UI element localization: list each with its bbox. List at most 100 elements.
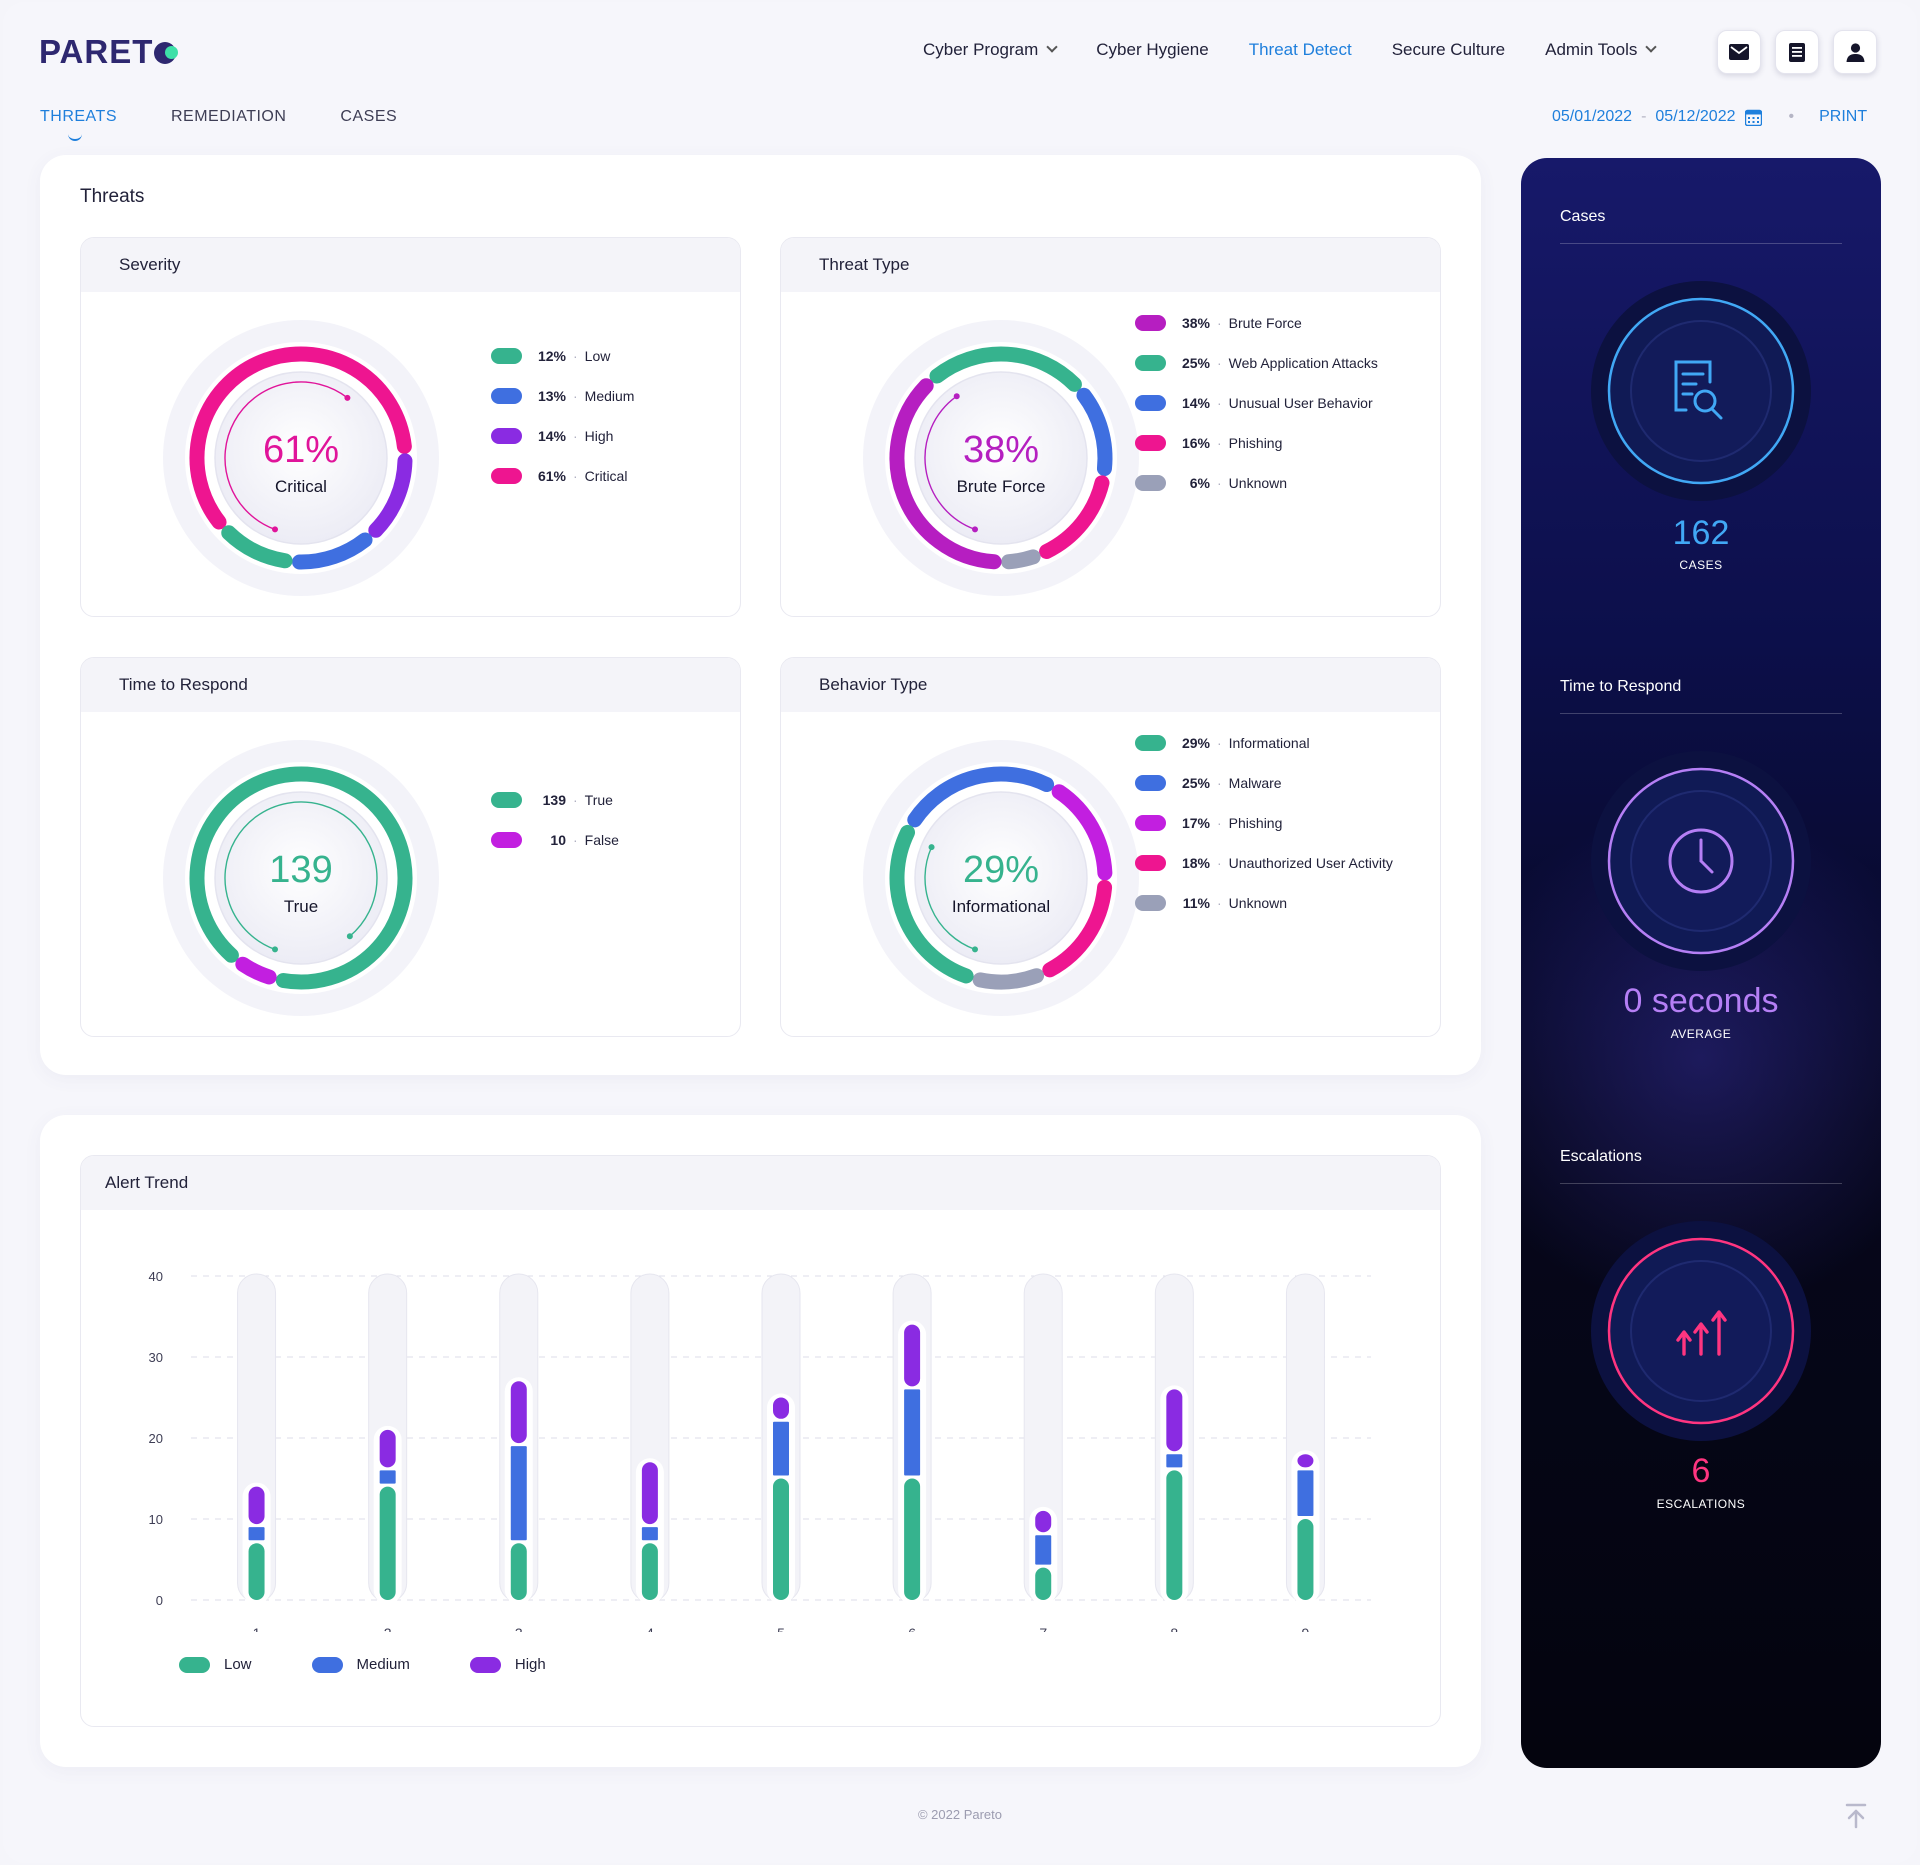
- legend-value: 14%: [537, 428, 566, 444]
- bar-segment-low[interactable]: [904, 1478, 921, 1601]
- tab-threats[interactable]: THREATS: [40, 108, 117, 141]
- end-date[interactable]: 05/12/2022: [1655, 108, 1736, 125]
- bar-segment-low[interactable]: [641, 1543, 658, 1600]
- tab-remediation[interactable]: REMEDIATION: [170, 108, 287, 125]
- legend-value: 10: [550, 832, 566, 848]
- legend-row-high[interactable]: 14% · High: [491, 416, 634, 456]
- legend-row-medium[interactable]: 13% · Medium: [491, 376, 634, 416]
- donut-inner-indicator: [224, 381, 348, 531]
- legend-row-unknown[interactable]: 11% · Unknown: [1135, 883, 1393, 923]
- donut-segment-unknown[interactable]: [972, 968, 1045, 990]
- legend-label: Phishing: [1228, 815, 1283, 831]
- time-to-respond-ring[interactable]: [1588, 748, 1814, 974]
- donut-segment-unusual-user-behavior[interactable]: [1076, 387, 1113, 477]
- bar-segment-medium[interactable]: [1166, 1454, 1183, 1468]
- bar-segment-high[interactable]: [773, 1397, 789, 1419]
- legend-row-web-application-attacks[interactable]: 25% · Web Application Attacks: [1135, 343, 1378, 383]
- escalations-section-title: Escalations: [1560, 1148, 1642, 1165]
- legend-row-false[interactable]: 10 · False: [491, 820, 619, 860]
- documents-button[interactable]: [1775, 30, 1819, 74]
- legend-row-phishing[interactable]: 17% · Phishing: [1135, 803, 1393, 843]
- legend-dot: ·: [1217, 775, 1222, 791]
- bar-segment-medium[interactable]: [773, 1421, 789, 1476]
- legend-swatch-high: [469, 1656, 501, 1673]
- donut-segment-informational[interactable]: [889, 824, 974, 984]
- calendar-icon[interactable]: [1745, 109, 1763, 126]
- donut-segment-web-application-attacks[interactable]: [929, 346, 1082, 392]
- legend-row-unauthorized-user-activity[interactable]: 18% · Unauthorized User Activity: [1135, 843, 1393, 883]
- bar-segment-low[interactable]: [773, 1478, 789, 1601]
- bar-segment-high[interactable]: [1166, 1389, 1183, 1452]
- bar-segment-low[interactable]: [1166, 1470, 1183, 1600]
- legend-row-unknown[interactable]: 6% · Unknown: [1135, 463, 1378, 503]
- legend-label: Medium: [356, 1656, 410, 1673]
- bar-segment-medium[interactable]: [510, 1446, 527, 1541]
- profile-button[interactable]: [1833, 30, 1877, 74]
- bar-segment-medium[interactable]: [641, 1527, 658, 1541]
- bar-segment-high[interactable]: [248, 1486, 265, 1525]
- legend-row-unusual-user-behavior[interactable]: 14% · Unusual User Behavior: [1135, 383, 1378, 423]
- bar-segment-low[interactable]: [510, 1543, 527, 1600]
- print-button[interactable]: PRINT: [1819, 108, 1868, 125]
- tab-cases[interactable]: CASES: [340, 108, 398, 125]
- donut-center-disc: [214, 371, 388, 545]
- nav-cyber-hygiene[interactable]: Cyber Hygiene: [1096, 40, 1208, 60]
- legend-row-true[interactable]: 139 · True: [491, 780, 619, 820]
- legend-value: 11%: [1182, 895, 1210, 911]
- bar-segment-high[interactable]: [641, 1462, 658, 1525]
- start-date[interactable]: 05/01/2022: [1552, 108, 1633, 125]
- time-to-respond-title: Time to Respond: [81, 658, 740, 712]
- donut-segment-phishing[interactable]: [1039, 475, 1110, 559]
- legend-dot: ·: [573, 348, 578, 364]
- bar-segment-medium[interactable]: [248, 1527, 265, 1541]
- legend-row-low[interactable]: 12% · Low: [491, 336, 634, 376]
- donut-segment-brute-force[interactable]: [889, 378, 1002, 570]
- nav-cyber-program[interactable]: Cyber Program: [923, 40, 1058, 60]
- alert-trend-legend: Low Medium High: [179, 1656, 606, 1673]
- legend-row-brute-force[interactable]: 38% · Brute Force: [1135, 303, 1378, 343]
- donut-segment-false[interactable]: [235, 956, 277, 985]
- logo-o-icon: [154, 42, 179, 64]
- x-tick-label: 6: [908, 1625, 916, 1632]
- bar-segment-high[interactable]: [379, 1429, 396, 1468]
- legend-swatch: [1135, 775, 1166, 791]
- escalations-ring[interactable]: [1588, 1218, 1814, 1444]
- bar-segment-low[interactable]: [248, 1543, 265, 1600]
- donut-segment-unauthorized-user-activity[interactable]: [1042, 879, 1113, 978]
- mail-button[interactable]: [1717, 30, 1761, 74]
- bar-segment-low[interactable]: [1297, 1519, 1314, 1600]
- donut-segment-phishing[interactable]: [1051, 784, 1113, 881]
- bar-segment-high[interactable]: [1297, 1454, 1314, 1468]
- donut-segment-unknown[interactable]: [1001, 549, 1041, 570]
- bar-segment-medium[interactable]: [379, 1470, 396, 1484]
- donut-segment-medium[interactable]: [292, 532, 373, 570]
- bar-segment-high[interactable]: [904, 1324, 921, 1387]
- donut-center-label: Brute Force: [957, 477, 1046, 496]
- donut-segment-low[interactable]: [221, 525, 293, 569]
- legend-row-informational[interactable]: 29% · Informational: [1135, 723, 1393, 763]
- legend-dot: ·: [1217, 315, 1222, 331]
- legend-row-critical[interactable]: 61% · Critical: [491, 456, 634, 496]
- donut-segment-true[interactable]: [189, 766, 413, 990]
- bar-segment-medium[interactable]: [904, 1389, 921, 1476]
- legend-row-malware[interactable]: 25% · Malware: [1135, 763, 1393, 803]
- bar-segment-high[interactable]: [510, 1381, 527, 1444]
- bar-segment-low[interactable]: [1035, 1567, 1052, 1600]
- legend-row-phishing[interactable]: 16% · Phishing: [1135, 423, 1378, 463]
- threat-type-legend: 38% · Brute Force 25% · Web Application Attac…: [1135, 303, 1378, 503]
- nav-threat-detect[interactable]: Threat Detect: [1249, 40, 1352, 60]
- pareto-logo[interactable]: PARET: [39, 33, 179, 71]
- cases-ring[interactable]: [1588, 278, 1814, 504]
- donut-segment-malware[interactable]: [907, 766, 1055, 828]
- legend-swatch: [491, 428, 522, 444]
- nav-secure-culture[interactable]: Secure Culture: [1392, 40, 1505, 60]
- bar-segment-high[interactable]: [1035, 1510, 1052, 1533]
- bar-segment-medium[interactable]: [1297, 1470, 1314, 1516]
- bar-segment-medium[interactable]: [1035, 1535, 1052, 1565]
- donut-segment-high[interactable]: [368, 453, 413, 538]
- donut-segment-critical[interactable]: [189, 346, 412, 530]
- time-to-respond-legend: 139 · True 10 · False: [491, 780, 619, 860]
- scroll-to-top-icon[interactable]: [1845, 1803, 1867, 1829]
- bar-segment-low[interactable]: [379, 1486, 396, 1600]
- nav-admin-tools[interactable]: Admin Tools: [1545, 40, 1658, 60]
